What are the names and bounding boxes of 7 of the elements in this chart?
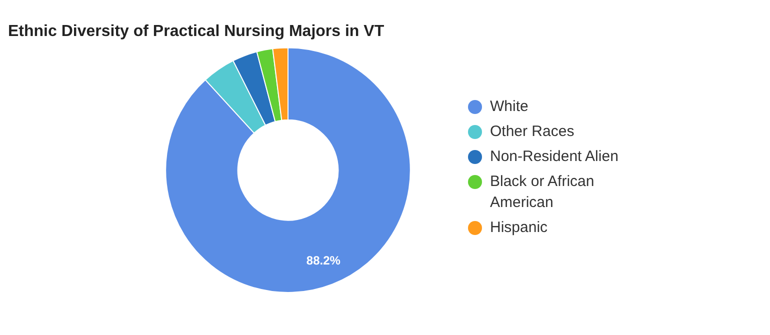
legend-label: Black or African American xyxy=(490,172,596,213)
legend-label: Non-Resident Alien xyxy=(490,147,620,167)
legend-label: White xyxy=(490,97,530,117)
legend-label: Other Races xyxy=(490,122,576,142)
legend-label: Hispanic xyxy=(490,218,549,238)
chart-title: Ethnic Diversity of Practical Nursing Majors in VT xyxy=(8,23,384,40)
data-label: 88.2% xyxy=(306,254,341,268)
